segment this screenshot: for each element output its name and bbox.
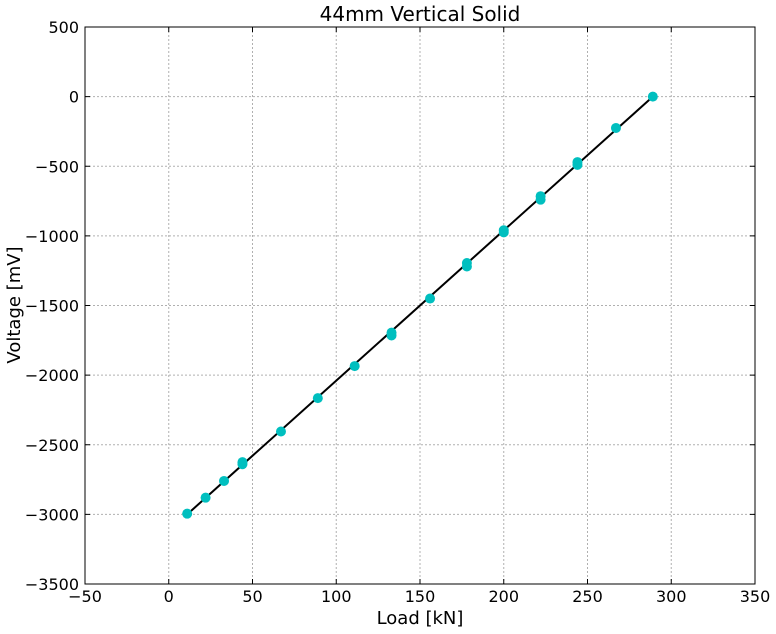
data-point xyxy=(312,393,323,404)
data-point xyxy=(572,159,583,170)
y-tick-label: −3000 xyxy=(25,505,79,524)
x-tick-label: 50 xyxy=(242,587,262,606)
y-tick-label: −1500 xyxy=(25,297,79,316)
x-axis-label: Load [kN] xyxy=(377,608,464,629)
tick-layer: −50 0 50 100 150 200 250 300 350−3500−3000−2500−… xyxy=(25,18,770,606)
x-tick-label: 350 xyxy=(740,587,771,606)
data-point xyxy=(425,293,436,304)
y-axis-label: Voltage [mV] xyxy=(4,246,25,363)
data-point xyxy=(237,459,248,470)
x-tick-label: 300 xyxy=(656,587,687,606)
x-tick-label: 0 xyxy=(164,587,174,606)
x-tick-label: 100 xyxy=(321,587,352,606)
data-point xyxy=(275,426,286,437)
x-tick-label: 150 xyxy=(405,587,436,606)
y-tick-label: −500 xyxy=(35,157,79,176)
data-point xyxy=(219,475,230,486)
y-tick-label: −2500 xyxy=(25,436,79,455)
data-point xyxy=(182,508,193,519)
y-tick-label: −2000 xyxy=(25,366,79,385)
point-layer xyxy=(182,91,658,519)
data-point xyxy=(535,194,546,205)
y-tick-label: −3500 xyxy=(25,575,79,594)
y-tick-label: 500 xyxy=(48,18,79,37)
x-tick-label: 200 xyxy=(488,587,519,606)
data-point xyxy=(610,122,621,133)
y-tick-label: −1000 xyxy=(25,227,79,246)
chart-title: 44mm Vertical Solid xyxy=(320,2,521,26)
data-point xyxy=(461,261,472,272)
data-point xyxy=(200,492,211,503)
data-point xyxy=(647,91,658,102)
x-tick-label: −50 xyxy=(68,587,102,606)
data-point xyxy=(349,361,360,372)
y-tick-label: 0 xyxy=(69,88,79,107)
x-tick-label: 250 xyxy=(572,587,603,606)
data-point xyxy=(386,330,397,341)
data-point xyxy=(498,227,509,238)
